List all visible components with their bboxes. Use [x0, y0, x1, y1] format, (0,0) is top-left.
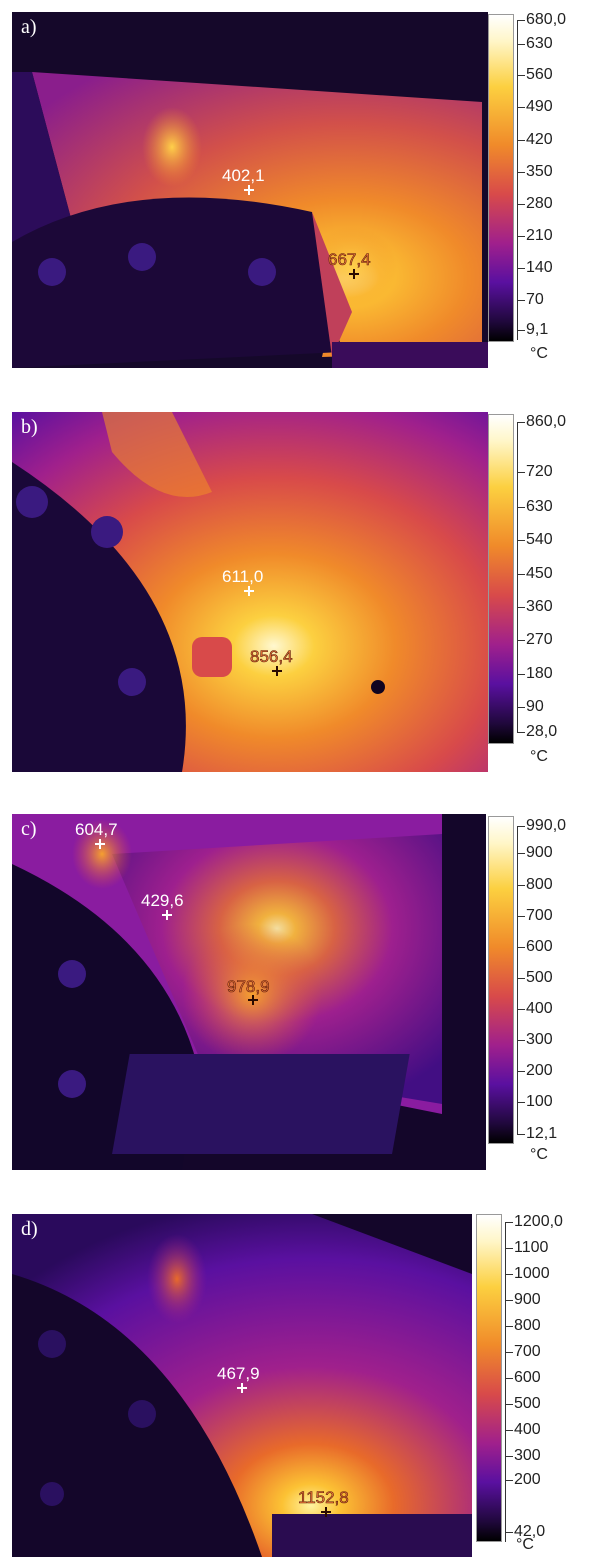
- thermal-image-a: a) 402,1 667,4: [12, 12, 488, 368]
- temperature-readout-max: 1152,8: [298, 1488, 349, 1508]
- thermal-image-c: c) 604,7 429,6 978,9: [12, 814, 486, 1170]
- scale-label: 540: [526, 531, 553, 548]
- panel-b: b) 611,0 856,4 860,0 720 630 540 450 360…: [0, 412, 593, 772]
- temperature-readout: 604,7: [75, 820, 118, 839]
- crosshair-icon: [272, 666, 282, 676]
- crosshair-icon: [162, 910, 172, 920]
- temperature-readout-max: 978,9: [227, 977, 270, 997]
- crosshair-icon: [95, 839, 105, 849]
- scale-label: 360: [526, 598, 553, 615]
- unit-label: °C: [530, 748, 548, 765]
- scale-label: 490: [526, 98, 553, 115]
- temperature-readout: 611,0: [222, 567, 264, 586]
- temperature-readout: 429,6: [141, 891, 184, 910]
- crosshair-icon: [244, 185, 254, 195]
- panel-d: d) 467,9 1152,8 1200,0 1100 1000 900 800…: [0, 1213, 593, 1557]
- scale-label: 500: [514, 1395, 541, 1412]
- scale-label: 800: [526, 876, 553, 893]
- scale-label: 200: [514, 1471, 541, 1488]
- scale-label: 900: [526, 844, 553, 861]
- panel-c: c) 604,7 429,6 978,9 990,0 900 800 700 6…: [0, 814, 593, 1174]
- scale-label: 1200,0: [514, 1213, 563, 1230]
- scale-label: 400: [514, 1421, 541, 1438]
- scale-label: 28,0: [526, 723, 558, 740]
- scale-label: 12,1: [526, 1125, 558, 1142]
- scale-label: 200: [526, 1062, 553, 1079]
- panel-label: a): [21, 16, 37, 38]
- scale-label: 900: [514, 1291, 541, 1308]
- scale-label: 560: [526, 66, 553, 83]
- panel-label: d): [21, 1218, 38, 1240]
- crosshair-icon: [321, 1507, 331, 1517]
- color-scale-bar: [488, 14, 514, 342]
- temperature-readout-max: 856,4: [250, 647, 293, 667]
- crosshair-icon: [237, 1383, 247, 1393]
- scale-label: 100: [526, 1093, 553, 1110]
- scale-label: 800: [514, 1317, 541, 1334]
- unit-label: °C: [530, 1146, 548, 1163]
- scale-label: 180: [526, 665, 553, 682]
- scale-label: 350: [526, 163, 553, 180]
- scale-label: 1000: [514, 1265, 550, 1282]
- scale-label: 630: [526, 35, 553, 52]
- temperature-readout: 467,9: [217, 1364, 260, 1383]
- scale-label: 500: [526, 969, 553, 986]
- scale-label: 70: [526, 291, 544, 308]
- scale-label: 300: [526, 1031, 553, 1048]
- scale-label: 700: [514, 1343, 541, 1360]
- scale-label: 280: [526, 195, 553, 212]
- scale-label: 680,0: [526, 11, 567, 28]
- thermal-image-d: d) 467,9 1152,8: [12, 1214, 472, 1557]
- unit-label: °C: [516, 1536, 534, 1553]
- color-scale-bar: [488, 414, 514, 744]
- temperature-readout-max: 667,4: [328, 250, 371, 270]
- panel-label: c): [21, 818, 37, 840]
- scale-label: 600: [514, 1369, 541, 1386]
- scale-label: 450: [526, 565, 553, 582]
- crosshair-icon: [248, 995, 258, 1005]
- thermal-image-b: b) 611,0 856,4: [12, 412, 488, 772]
- crosshair-icon: [244, 586, 254, 596]
- scale-label: 1100: [514, 1239, 549, 1256]
- scale-label: 270: [526, 631, 553, 648]
- scale-label: 600: [526, 938, 553, 955]
- scale-label: 400: [526, 1000, 553, 1017]
- scale-label: 42,0: [514, 1523, 546, 1540]
- scale-label: 140: [526, 259, 553, 276]
- scale-label: 720: [526, 463, 553, 480]
- panel-label: b): [21, 416, 38, 438]
- panel-a: a) 402,1 667,4 680,0 630 560 490 420 350…: [0, 11, 593, 372]
- unit-label: °C: [530, 345, 548, 362]
- scale-label: 700: [526, 907, 553, 924]
- color-scale-bar: [488, 816, 514, 1144]
- scale-label: 990,0: [526, 817, 567, 834]
- scale-label: 300: [514, 1447, 541, 1464]
- scale-label: 9,1: [526, 321, 549, 338]
- temperature-readout: 402,1: [222, 166, 265, 185]
- scale-label: 860,0: [526, 413, 567, 430]
- color-scale-bar: [476, 1214, 502, 1542]
- crosshair-icon: [349, 269, 359, 279]
- scale-label: 210: [526, 227, 553, 244]
- scale-label: 630: [526, 498, 553, 515]
- scale-label: 420: [526, 131, 553, 148]
- scale-label: 90: [526, 698, 544, 715]
